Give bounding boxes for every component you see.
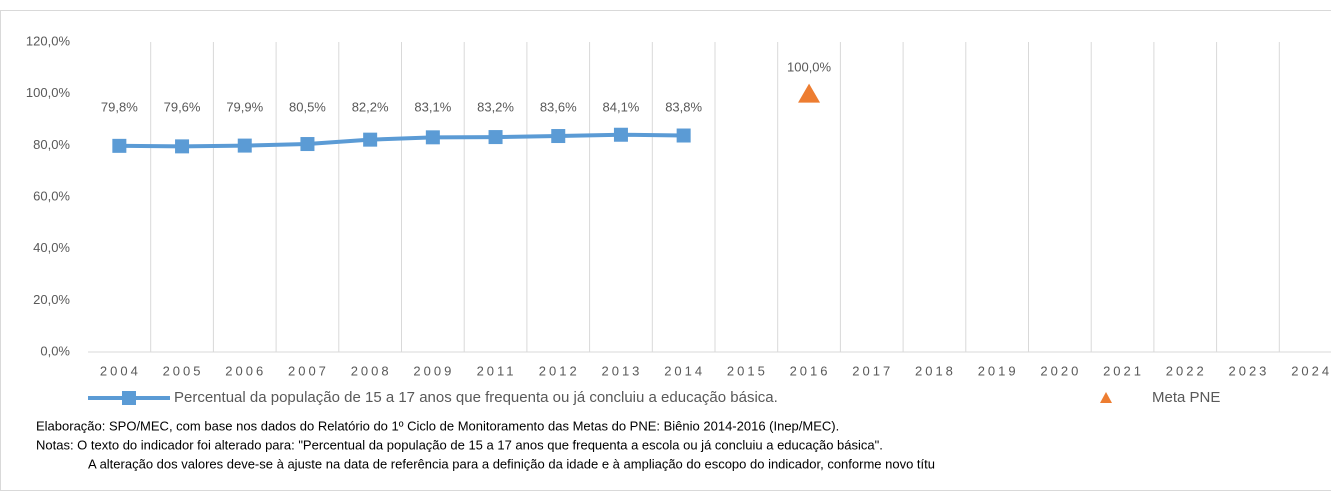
y-tick-label: 40,0%	[33, 240, 70, 255]
y-tick-label: 20,0%	[33, 292, 70, 307]
point	[112, 138, 127, 153]
x-tick-label: 2013	[601, 363, 642, 378]
legend-label: Meta PNE	[1152, 389, 1220, 406]
x-tick-label: 2016	[790, 363, 831, 378]
point	[175, 139, 190, 154]
point	[676, 128, 691, 143]
series-line	[119, 132, 684, 149]
point	[551, 129, 566, 144]
point	[363, 132, 378, 147]
data-label: 82,2%	[352, 99, 389, 114]
point	[798, 83, 821, 103]
y-tick-label: 100,0%	[26, 85, 71, 100]
data-label: 79,6%	[164, 99, 201, 114]
y-tick-label: 60,0%	[33, 188, 70, 203]
point	[613, 127, 628, 142]
data-label: 83,1%	[414, 99, 451, 114]
x-tick-label: 2017	[852, 363, 893, 378]
data-label: 83,2%	[477, 99, 514, 114]
y-tick-label: 120,0%	[26, 33, 71, 48]
x-tick-label: 2005	[163, 363, 204, 378]
point	[425, 130, 440, 145]
x-tick-label: 2014	[664, 363, 705, 378]
x-tick-label: 2018	[915, 363, 956, 378]
x-tick-label: 2007	[288, 363, 329, 378]
note: Elaboração: SPO/MEC, com base nos dados …	[36, 418, 839, 433]
x-tick-label: 2011	[477, 363, 517, 378]
x-tick-label: 2021	[1103, 363, 1144, 378]
x-tick-label: 2008	[351, 363, 392, 378]
data-label: 80,5%	[289, 99, 326, 114]
legend-swatch	[1100, 392, 1112, 403]
x-tick-label: 2012	[539, 363, 580, 378]
data-label: 84,1%	[603, 99, 640, 114]
x-tick-label: 2019	[978, 363, 1019, 378]
x-tick-label: 2022	[1166, 363, 1207, 378]
chart-frame	[0, 10, 1331, 491]
data-label: 83,8%	[665, 99, 702, 114]
x-tick-label: 2020	[1040, 363, 1081, 378]
point	[488, 130, 503, 145]
point	[237, 138, 252, 153]
y-tick-label: 80,0%	[33, 137, 70, 152]
data-label: 100,0%	[787, 59, 832, 74]
note: Notas: O texto do indicador foi alterado…	[36, 437, 883, 452]
x-tick-label: 2015	[727, 363, 768, 378]
x-tick-label: 2024	[1291, 363, 1331, 378]
y-tick-label: 0,0%	[40, 343, 70, 358]
x-tick-label: 2004	[100, 363, 141, 378]
data-label: 79,9%	[226, 99, 263, 114]
data-label: 83,6%	[540, 99, 577, 114]
x-tick-label: 2009	[413, 363, 454, 378]
note: A alteração dos valores deve-se à ajuste…	[88, 456, 935, 471]
x-tick-label: 2023	[1228, 363, 1269, 378]
legend-swatch	[122, 391, 136, 405]
x-tick-label: 2006	[225, 363, 266, 378]
data-label: 79,8%	[101, 99, 138, 114]
point	[300, 137, 315, 152]
legend-label: Percentual da população de 15 a 17 anos …	[174, 389, 778, 406]
